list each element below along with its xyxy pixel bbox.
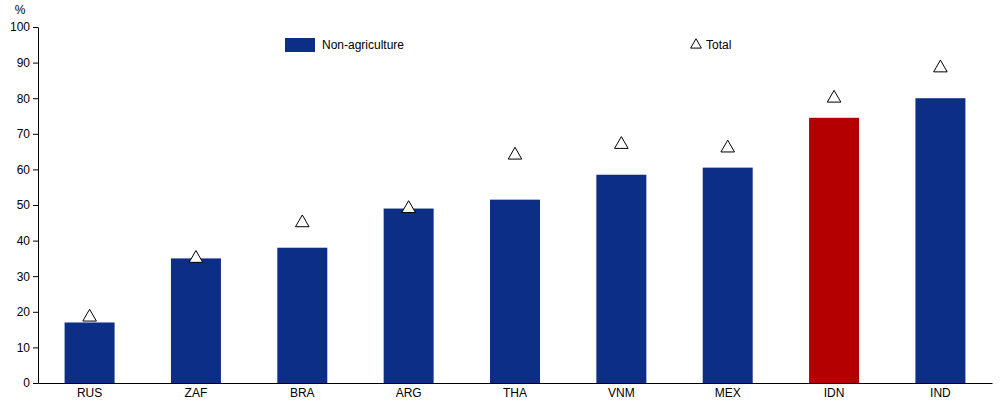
y-tick: 90 <box>17 56 38 70</box>
legend-swatch <box>285 38 315 52</box>
x-tick-label: ZAF <box>185 386 208 400</box>
marker <box>508 147 522 159</box>
x-axis: RUS ZAF BRA ARG THA VNM MEX IDN IND <box>39 383 993 400</box>
y-tick-label: 30 <box>17 270 31 284</box>
y-axis: 0 10 20 30 40 50 60 70 80 90 100 <box>10 20 39 390</box>
y-tick-mark <box>33 347 38 348</box>
bar <box>171 258 221 383</box>
y-tick-label: 10 <box>17 341 31 355</box>
y-axis-title: % <box>15 3 26 17</box>
marks <box>65 60 966 383</box>
x-tick: THA <box>503 383 527 400</box>
marker <box>83 309 97 321</box>
y-tick-mark <box>33 169 38 170</box>
bar <box>703 168 753 383</box>
y-tick: 100 <box>10 20 38 34</box>
x-tick-label: ARG <box>396 386 422 400</box>
x-tick: IND <box>930 383 951 400</box>
y-tick: 30 <box>17 270 38 284</box>
y-tick-label: 40 <box>17 234 31 248</box>
x-tick-label: RUS <box>77 386 102 400</box>
y-tick-label: 0 <box>23 376 30 390</box>
x-tick-label: VNM <box>608 386 635 400</box>
x-tick-label: THA <box>503 386 527 400</box>
bar <box>65 322 115 383</box>
bar <box>596 175 646 383</box>
y-tick-mark <box>33 312 38 313</box>
y-tick: 10 <box>17 341 38 355</box>
plot: 0 10 20 30 40 50 60 70 80 90 100 RUS ZAF BRA ARG THA VNM… <box>10 20 993 399</box>
y-tick-mark <box>33 383 38 384</box>
legend-swatch <box>691 39 702 48</box>
y-tick: 0 <box>23 376 38 390</box>
legend-item: Non-agriculture <box>285 38 404 52</box>
x-tick: ZAF <box>185 383 208 400</box>
x-tick: MEX <box>715 383 741 400</box>
y-tick: 60 <box>17 163 38 177</box>
bar <box>490 200 540 383</box>
y-tick: 20 <box>17 305 38 319</box>
x-axis-line <box>39 383 993 384</box>
x-tick: IDN <box>824 383 845 400</box>
y-tick-label: 60 <box>17 163 31 177</box>
y-tick-mark <box>33 205 38 206</box>
legend-label: Non-agriculture <box>322 38 404 52</box>
marker-series <box>83 60 947 321</box>
y-tick: 40 <box>17 234 38 248</box>
y-tick: 50 <box>17 198 38 212</box>
y-tick: 80 <box>17 92 38 106</box>
marker <box>189 251 203 263</box>
marker <box>827 90 841 102</box>
x-tick-label: IND <box>930 386 951 400</box>
marker <box>721 140 735 152</box>
x-tick-label: MEX <box>715 386 741 400</box>
bar <box>809 118 859 383</box>
legend-label: Total <box>706 38 731 52</box>
x-tick-label: BRA <box>290 386 315 400</box>
marker <box>295 215 309 227</box>
bar <box>277 248 327 383</box>
marker <box>934 60 948 72</box>
legend-item: Total <box>691 38 732 52</box>
bar-series <box>65 98 966 383</box>
y-tick-mark <box>33 98 38 99</box>
chart: 0 10 20 30 40 50 60 70 80 90 100 RUS ZAF BRA ARG THA VNM… <box>0 0 1000 405</box>
y-tick-label: 70 <box>17 127 31 141</box>
marker <box>615 137 629 149</box>
y-tick-label: 20 <box>17 305 31 319</box>
x-tick: BRA <box>290 383 315 400</box>
y-tick-label: 100 <box>10 20 30 34</box>
bar <box>384 209 434 383</box>
y-tick-mark <box>33 276 38 277</box>
bar <box>915 98 965 383</box>
y-axis-line <box>38 28 39 384</box>
x-tick: ARG <box>396 383 422 400</box>
y-tick-label: 90 <box>17 56 31 70</box>
y-tick-label: 80 <box>17 92 31 106</box>
x-tick: VNM <box>608 383 635 400</box>
y-tick-mark <box>33 63 38 64</box>
y-tick-label: 50 <box>17 198 31 212</box>
x-tick-label: IDN <box>824 386 845 400</box>
y-tick-mark <box>33 241 38 242</box>
y-tick-mark <box>33 134 38 135</box>
marker <box>402 201 416 213</box>
y-tick: 70 <box>17 127 38 141</box>
x-tick: RUS <box>77 383 102 400</box>
y-tick-mark <box>33 27 38 28</box>
legend: Non-agriculture Total <box>285 38 731 52</box>
